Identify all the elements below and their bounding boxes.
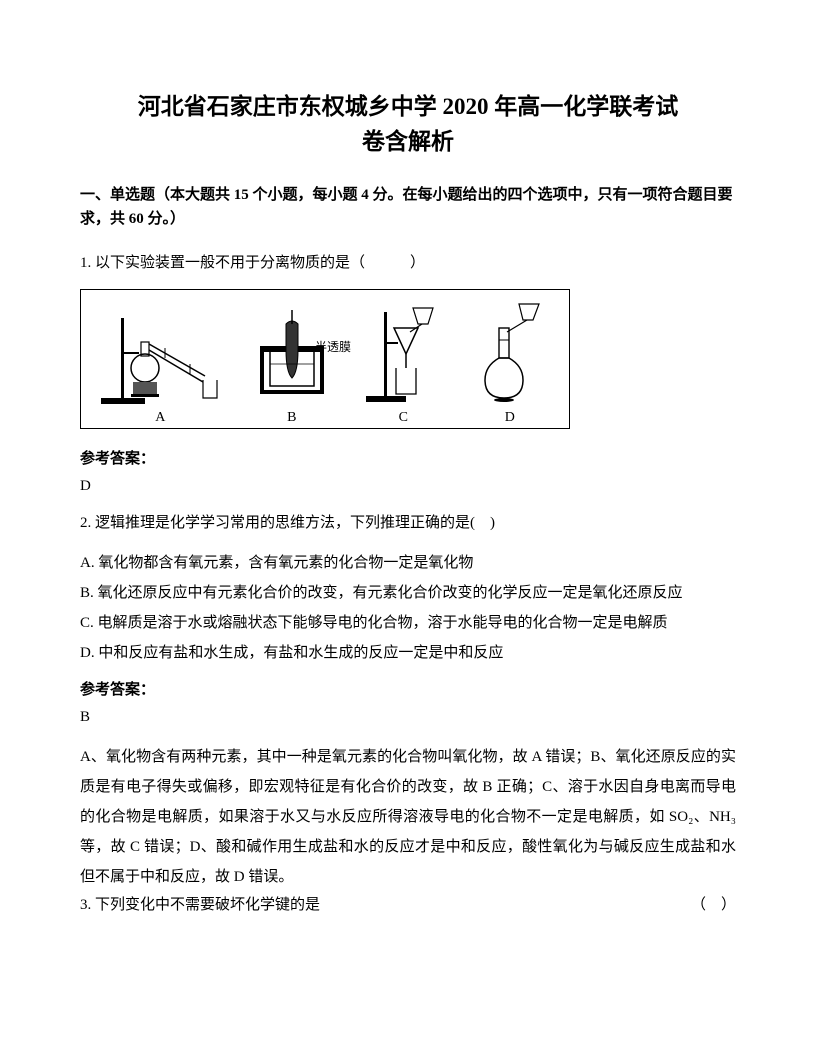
q1-figure: 半透膜 A	[80, 289, 736, 429]
apparatus-c: C	[358, 298, 448, 426]
apparatus-a-label: A	[155, 410, 165, 426]
apparatus-a: A	[95, 298, 225, 426]
apparatus-d-label: D	[505, 410, 515, 426]
apparatus-d: D	[465, 298, 555, 426]
q2-optB: B. 氧化还原反应中有元素化合价的改变，有元素化合价改变的化学反应一定是氧化还原…	[80, 578, 736, 608]
q3-text: 3. 下列变化中不需要破坏化学键的是	[80, 892, 320, 919]
q1-answer: D	[80, 478, 736, 495]
title-line2: 卷含解析	[362, 129, 454, 154]
q2-text: 2. 逻辑推理是化学学习常用的思维方法，下列推理正确的是( )	[80, 511, 736, 537]
q3-row: 3. 下列变化中不需要破坏化学键的是 （ ）	[80, 892, 736, 919]
q2-explanation: A、氧化物含有两种元素，其中一种是氧元素的化合物叫氧化物，故 A 错误；B、氧化…	[80, 742, 736, 892]
q2-optC: C. 电解质是溶于水或熔融状态下能够导电的化合物，溶于水能导电的化合物一定是电解…	[80, 608, 736, 638]
apparatus-c-label: C	[399, 410, 408, 426]
q2-optD: D. 中和反应有盐和水生成，有盐和水生成的反应一定是中和反应	[80, 638, 736, 668]
figure-mid-label: 半透膜	[315, 338, 351, 355]
title-line1: 河北省石家庄市东权城乡中学 2020 年高一化学联考试	[138, 94, 679, 119]
q2-answer: B	[80, 709, 736, 726]
apparatus-b-label: B	[287, 410, 296, 426]
q3-paren: （ ）	[691, 892, 736, 919]
q1-answer-label: 参考答案：	[80, 447, 736, 468]
q2-answer-label: 参考答案：	[80, 678, 736, 699]
section-intro: 一、单选题（本大题共 15 个小题，每小题 4 分。在每小题给出的四个选项中，只…	[80, 183, 736, 231]
apparatus-b: B	[242, 298, 342, 426]
q1-text: 1. 以下实验装置一般不用于分离物质的是（ ）	[80, 251, 736, 277]
q2-optA: A. 氧化物都含有氧元素，含有氧元素的化合物一定是氧化物	[80, 548, 736, 578]
